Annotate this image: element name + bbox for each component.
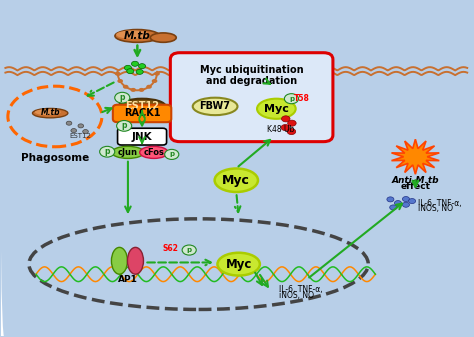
Text: Anti-M.tb: Anti-M.tb xyxy=(392,176,439,185)
Circle shape xyxy=(146,85,152,89)
Circle shape xyxy=(282,116,290,122)
Circle shape xyxy=(136,69,143,74)
Text: Phagosome: Phagosome xyxy=(21,153,89,163)
Circle shape xyxy=(115,72,120,76)
Circle shape xyxy=(164,149,179,159)
Text: p: p xyxy=(187,247,192,253)
Ellipse shape xyxy=(112,146,144,158)
Ellipse shape xyxy=(111,247,128,274)
Text: p: p xyxy=(104,147,110,156)
Ellipse shape xyxy=(128,247,144,274)
Circle shape xyxy=(288,120,296,126)
Ellipse shape xyxy=(116,30,149,39)
Text: EST12: EST12 xyxy=(70,133,92,139)
Text: JNK: JNK xyxy=(132,132,152,142)
Text: p: p xyxy=(121,121,127,130)
Text: AP1: AP1 xyxy=(118,275,138,284)
Circle shape xyxy=(390,205,397,210)
Text: p: p xyxy=(119,93,125,102)
Text: cJun: cJun xyxy=(118,148,138,157)
Circle shape xyxy=(130,88,136,92)
Text: K48 Ub: K48 Ub xyxy=(267,125,294,134)
Text: M.tb: M.tb xyxy=(41,108,61,117)
Ellipse shape xyxy=(115,30,160,42)
Circle shape xyxy=(66,121,72,125)
Text: Myc: Myc xyxy=(226,258,252,271)
Text: Myc: Myc xyxy=(264,104,289,114)
Text: p: p xyxy=(169,151,174,157)
Text: FBW7: FBW7 xyxy=(200,101,231,112)
Ellipse shape xyxy=(140,146,168,158)
Circle shape xyxy=(152,79,157,83)
Text: iNOS, NO: iNOS, NO xyxy=(279,290,314,300)
Circle shape xyxy=(182,245,196,255)
Ellipse shape xyxy=(33,109,68,118)
Circle shape xyxy=(123,85,128,89)
Circle shape xyxy=(78,124,83,128)
Circle shape xyxy=(138,64,146,69)
Text: and degradation: and degradation xyxy=(206,76,297,86)
Text: RACK1: RACK1 xyxy=(124,109,160,119)
Circle shape xyxy=(100,146,115,157)
Circle shape xyxy=(127,69,134,74)
FancyBboxPatch shape xyxy=(170,53,333,142)
Circle shape xyxy=(402,202,410,207)
Text: iNOS, NO: iNOS, NO xyxy=(418,204,453,213)
Text: EST12: EST12 xyxy=(125,101,159,112)
Circle shape xyxy=(387,197,394,202)
Circle shape xyxy=(115,92,130,103)
Circle shape xyxy=(71,128,77,132)
Text: effect: effect xyxy=(401,182,430,191)
Circle shape xyxy=(287,128,296,134)
Polygon shape xyxy=(392,139,439,174)
Circle shape xyxy=(154,72,160,76)
Circle shape xyxy=(139,88,144,92)
Circle shape xyxy=(131,61,138,66)
FancyBboxPatch shape xyxy=(118,128,166,145)
Circle shape xyxy=(281,125,290,130)
Text: Myc ubiquitination: Myc ubiquitination xyxy=(200,65,303,75)
Ellipse shape xyxy=(257,99,296,119)
Circle shape xyxy=(394,201,401,206)
Text: IL-6, TNF-α,: IL-6, TNF-α, xyxy=(418,198,461,208)
Text: M.tb: M.tb xyxy=(124,31,151,41)
Text: cFos: cFos xyxy=(144,148,164,157)
Ellipse shape xyxy=(35,109,61,115)
Ellipse shape xyxy=(118,99,165,114)
Ellipse shape xyxy=(218,253,260,276)
Text: IL-6, TNF-α,: IL-6, TNF-α, xyxy=(279,285,322,294)
Circle shape xyxy=(124,65,131,70)
Ellipse shape xyxy=(193,98,237,115)
Text: p: p xyxy=(289,96,294,102)
Text: S62: S62 xyxy=(163,244,178,252)
Ellipse shape xyxy=(215,168,258,192)
Circle shape xyxy=(402,196,410,202)
FancyBboxPatch shape xyxy=(113,105,171,122)
Text: Myc: Myc xyxy=(222,174,250,187)
Text: T58: T58 xyxy=(293,94,309,103)
Circle shape xyxy=(117,121,132,131)
Ellipse shape xyxy=(150,33,176,42)
Circle shape xyxy=(409,198,416,204)
Circle shape xyxy=(82,129,88,133)
Circle shape xyxy=(118,79,123,83)
Circle shape xyxy=(284,94,299,104)
